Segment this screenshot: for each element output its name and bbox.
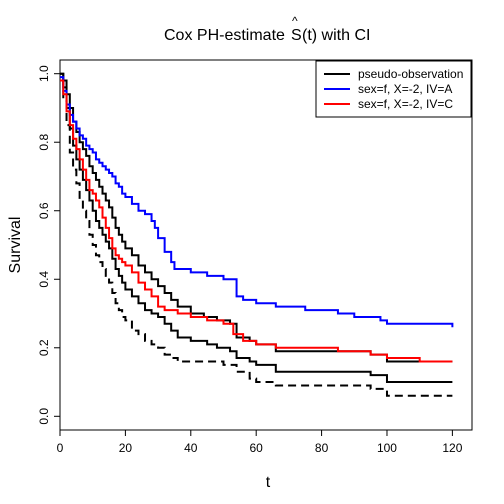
x-tick-label: 120 (442, 441, 462, 455)
x-tick-label: 80 (315, 441, 329, 455)
plot-area-border (59, 59, 473, 431)
x-axis: 0 20 40 60 80 100 120 (57, 430, 463, 455)
series-line-0 (60, 72, 453, 384)
y-tick-label: 0.6 (37, 202, 51, 219)
y-tick-label: 0.4 (37, 271, 51, 288)
x-tick-label: 0 (57, 441, 64, 455)
y-axis: 0.0 0.2 0.4 0.6 0.8 1.0 (37, 65, 60, 425)
series-layer (60, 72, 454, 397)
chart-title-symbol: S (291, 27, 302, 44)
y-tick-label: 1.0 (37, 65, 51, 82)
series-line-2 (60, 79, 453, 397)
chart-title-prefix: Cox PH-estimate (164, 27, 285, 44)
x-tick-label: 100 (377, 441, 397, 455)
x-tick-label: 60 (250, 441, 264, 455)
legend: pseudo-observation sex=f, X=-2, IV=A sex… (315, 60, 472, 118)
y-tick-label: 0.0 (37, 408, 51, 425)
series-line-3 (60, 76, 454, 328)
x-axis-title: t (266, 474, 271, 491)
y-tick-label: 0.2 (37, 339, 51, 356)
series-line-1 (60, 72, 453, 363)
legend-label-pseudo-observation: pseudo-observation (358, 67, 463, 81)
y-axis-title: Survival (7, 217, 24, 274)
chart-title-suffix: (t) with CI (302, 27, 370, 44)
x-tick-label: 40 (184, 441, 198, 455)
legend-label-iv-a: sex=f, X=-2, IV=A (358, 82, 452, 96)
chart-title-hat: ^ (292, 14, 298, 28)
legend-label-iv-c: sex=f, X=-2, IV=C (358, 97, 453, 111)
y-tick-label: 0.8 (37, 134, 51, 151)
x-tick-label: 20 (119, 441, 133, 455)
series-line-4 (60, 79, 453, 363)
chart-title: Cox PH-estimate S ^ (t) with CI (164, 14, 370, 44)
